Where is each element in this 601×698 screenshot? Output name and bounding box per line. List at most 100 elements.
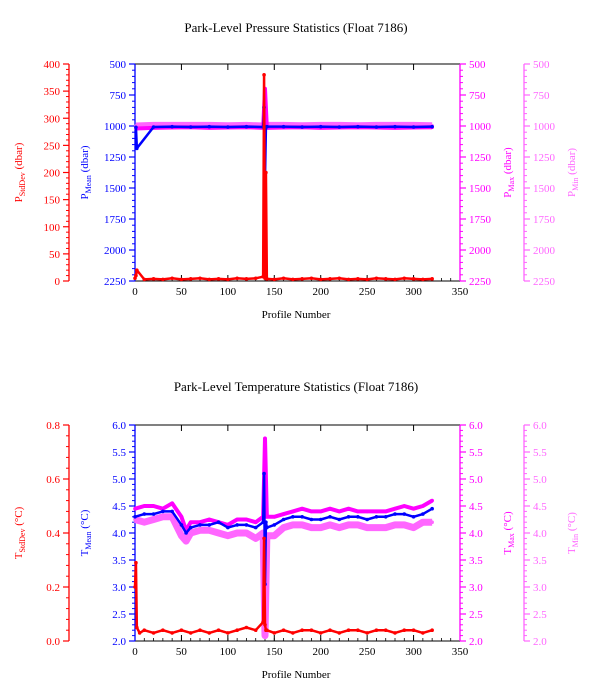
y-tick-label: 100 <box>44 222 61 234</box>
data-point-min <box>430 520 434 524</box>
data-point-max <box>430 498 434 503</box>
data-point-mean <box>179 523 184 527</box>
data-point-mean <box>337 125 342 129</box>
x-tick-label: 150 <box>266 286 283 298</box>
x-tick-label: 350 <box>452 646 469 658</box>
axis-max: 2.0 2.5 3.0 3.5 4.0 4.5 5.0 5.5 6.0 TMax (°C) <box>459 420 516 648</box>
data-point-max <box>318 509 323 514</box>
data-point-mean <box>134 125 138 130</box>
y-tick-label: 5.0 <box>533 474 547 486</box>
data-point-stddev <box>421 631 425 635</box>
data-point-mean <box>430 506 434 511</box>
data-point-stddev <box>309 628 314 632</box>
data-point-min <box>272 533 277 538</box>
data-point-stddev <box>216 628 221 632</box>
y-tick-label: 2.5 <box>469 609 483 621</box>
y-axis-label-min: PMin (dbar) <box>566 148 580 197</box>
y-tick-label: 0.2 <box>46 582 60 594</box>
data-point-stddev <box>421 277 425 282</box>
data-point-min <box>402 523 407 527</box>
data-point-stddev <box>402 628 407 632</box>
axis-max: 500 750 1000 1250 1500 1750 2000 2250 PMax (dbar… <box>459 59 516 288</box>
data-point-min <box>198 528 202 533</box>
series-line-stddev <box>133 537 433 635</box>
data-point-max <box>207 517 212 522</box>
x-tick-label: 0 <box>132 646 138 658</box>
data-point-stddev <box>281 276 286 281</box>
y-tick-label: 1000 <box>533 121 556 133</box>
data-point-max <box>170 501 174 506</box>
series-line-stddev <box>133 73 433 281</box>
data-point-mean <box>184 531 188 535</box>
data-point-stddev <box>170 276 174 281</box>
data-point-mean <box>253 525 258 530</box>
y-tick-label: 6.0 <box>469 420 483 432</box>
data-point-stddev <box>161 628 165 632</box>
data-point-stddev <box>226 277 230 282</box>
data-point-stddev <box>328 277 332 281</box>
data-point-min <box>309 525 314 530</box>
data-point-mean <box>365 517 369 522</box>
x-tick-label: 200 <box>312 286 329 298</box>
x-tick-label: 50 <box>176 646 188 658</box>
series-mean <box>134 105 434 180</box>
data-point-stddev <box>318 277 323 282</box>
data-point-stddev <box>393 277 397 282</box>
data-point-max <box>151 504 156 508</box>
x-tick-label: 300 <box>405 286 422 298</box>
data-point-min <box>393 523 397 527</box>
y-tick-label: 200 <box>44 168 61 180</box>
y-tick-label: 750 <box>533 90 550 102</box>
data-point-stddev <box>134 273 138 278</box>
data-point-mean <box>383 515 388 519</box>
y-tick-label: 50 <box>49 249 61 261</box>
y-tick-label: 400 <box>44 59 61 71</box>
data-point-min <box>263 633 267 638</box>
data-point-max <box>272 515 277 519</box>
data-point-mean <box>291 515 295 519</box>
data-point-max <box>346 506 351 511</box>
y-tick-label: 3.5 <box>469 555 483 567</box>
y-tick-label: 1250 <box>469 152 492 164</box>
data-point-mean <box>281 517 286 522</box>
axis-min: 500 750 1000 1250 1500 1750 2000 2250 PMin (dbar… <box>523 59 580 288</box>
data-point-min <box>281 525 286 530</box>
data-point-max <box>133 506 137 511</box>
data-point-mean <box>226 125 230 129</box>
data-point-stddev <box>216 277 221 281</box>
y-tick-label: 500 <box>469 59 486 71</box>
data-point-min <box>383 525 388 530</box>
data-point-mean <box>411 125 416 129</box>
y-tick-label: 2.0 <box>469 636 483 648</box>
data-point-max <box>309 509 314 514</box>
data-point-mean <box>170 124 174 129</box>
y-tick-label: 2.5 <box>533 609 547 621</box>
data-point-mean <box>142 512 147 516</box>
data-point-mean <box>135 146 139 151</box>
x-tick-label: 100 <box>220 286 237 298</box>
y-tick-label: 2000 <box>469 245 492 257</box>
data-point-stddev <box>356 277 360 281</box>
data-point-stddev <box>198 276 202 281</box>
data-point-max <box>421 504 425 508</box>
axis-stddev: 0 50 100 150 200 250 300 350 400 PStdDev (dbar) <box>13 59 70 288</box>
data-point-mean <box>262 471 266 476</box>
data-point-stddev <box>411 628 416 632</box>
data-point-min <box>291 523 295 527</box>
data-point-stddev <box>265 277 269 281</box>
y-tick-label: 350 <box>44 86 61 98</box>
data-point-stddev <box>261 620 265 624</box>
data-point-min <box>161 515 165 519</box>
data-point-stddev <box>346 628 351 632</box>
y-tick-label: 4.5 <box>469 501 483 513</box>
data-point-mean <box>244 124 249 129</box>
data-point-mean <box>244 523 249 527</box>
data-point-stddev <box>198 628 202 632</box>
temperature-chart: Park-Level Temperature Statistics (Float… <box>13 379 580 681</box>
y-tick-label: 1250 <box>104 152 127 164</box>
data-point-mean <box>207 523 212 527</box>
data-point-min <box>151 517 156 522</box>
data-point-mean <box>188 125 193 129</box>
data-point-mean <box>198 523 202 527</box>
x-tick-label: 100 <box>220 646 237 658</box>
